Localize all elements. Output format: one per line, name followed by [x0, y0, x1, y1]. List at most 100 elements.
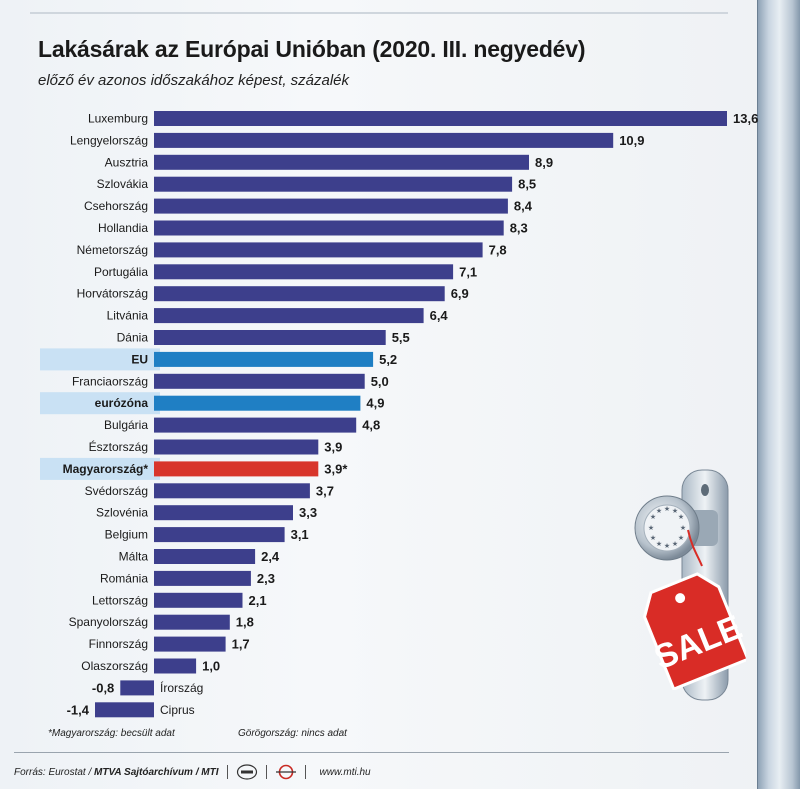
value-label-horvatorszag: 6,9 [451, 286, 469, 301]
value-label-bulgaria: 4,8 [362, 418, 380, 433]
value-label-belgium: 3,1 [291, 527, 309, 542]
category-label-belgium: Belgium [105, 528, 148, 542]
value-label-litvania: 6,4 [430, 308, 449, 323]
footer-separator [227, 765, 228, 779]
bar-csehorszag [154, 199, 508, 214]
bar-row-nemetorszag: Németország 7,8 [77, 242, 507, 257]
bar-row-esztorszag: Észtország 3,9 [89, 439, 343, 455]
mtva-logo-icon [236, 764, 258, 780]
bar-row-romania: Románia 2,3 [100, 571, 275, 586]
category-label-romania: Románia [100, 571, 148, 585]
footer-divider [14, 752, 729, 753]
value-label-csehorszag: 8,4 [514, 199, 533, 214]
value-label-ciprus: -1,4 [67, 702, 90, 717]
bar-irorszag [120, 680, 154, 695]
category-label-franciaorszag: Franciaország [72, 374, 148, 388]
category-label-magyarorszag: Magyarország* [63, 462, 149, 476]
bar-eu [154, 352, 373, 367]
bar-ausztria [154, 155, 529, 170]
bar-row-horvatorszag: Horvátország 6,9 [77, 286, 469, 301]
bar-row-bulgaria: Bulgária 4,8 [104, 418, 380, 433]
bar-olaszorszag [154, 659, 196, 674]
footer: Forrás: Eurostat / MTVA Sajtóarchívum / … [14, 763, 744, 781]
value-label-spanyolorszag: 1,8 [236, 615, 254, 630]
bar-row-portugalia: Portugália 7,1 [94, 264, 477, 279]
bar-row-franciaorszag: Franciaország 5,0 [72, 374, 389, 389]
bar-litvania [154, 308, 424, 323]
bar-row-dania: Dánia 5,5 [117, 330, 410, 345]
category-label-spanyolorszag: Spanyolország [69, 615, 148, 629]
bar-svedorszag [154, 483, 310, 498]
note-greece: Görögország: nincs adat [238, 728, 347, 739]
category-label-dania: Dánia [117, 331, 149, 345]
category-label-horvatorszag: Horvátország [77, 287, 148, 301]
category-label-eurozona: eurózóna [95, 396, 149, 410]
bar-esztorszag [154, 440, 318, 455]
bar-portugalia [154, 264, 453, 279]
value-label-irorszag: -0,8 [92, 680, 114, 695]
footer-source-bold: MTVA Sajtóarchívum / MTI [94, 767, 218, 778]
bar-eurozona [154, 396, 360, 411]
bar-row-spanyolorszag: Spanyolország 1,8 [69, 615, 254, 630]
value-label-lettorszag: 2,1 [249, 593, 267, 608]
bar-lengyelorszag [154, 133, 613, 148]
svg-text:★: ★ [664, 542, 670, 550]
value-label-ausztria: 8,9 [535, 155, 553, 170]
svg-text:★: ★ [656, 507, 662, 515]
category-label-luxemburg: Luxemburg [88, 112, 148, 126]
bar-row-szlovakia: Szlovákia 8,5 [97, 177, 537, 192]
bar-luxemburg [154, 111, 727, 126]
category-label-esztorszag: Észtország [89, 439, 148, 454]
value-label-dania: 5,5 [392, 330, 410, 345]
svg-text:★: ★ [664, 505, 670, 513]
category-label-ciprus: Ciprus [160, 703, 195, 717]
footer-separator [305, 765, 306, 779]
category-label-ausztria: Ausztria [105, 155, 149, 169]
footer-separator [266, 765, 267, 779]
category-label-szlovakia: Szlovákia [97, 177, 149, 191]
bar-row-eu: EU 5,2 [40, 348, 397, 370]
svg-text:★: ★ [650, 534, 656, 542]
bar-franciaorszag [154, 374, 365, 389]
bar-finnorszag [154, 637, 226, 652]
value-label-portugalia: 7,1 [459, 264, 477, 279]
footer-source: Forrás: Eurostat / MTVA Sajtóarchívum / … [14, 767, 219, 778]
value-label-hollandia: 8,3 [510, 221, 528, 236]
value-label-nemetorszag: 7,8 [489, 242, 507, 257]
svg-text:★: ★ [678, 513, 684, 521]
mti-logo-icon [275, 764, 297, 780]
bar-magyarorszag [154, 461, 318, 476]
category-label-nemetorszag: Németország [77, 243, 148, 257]
value-label-olaszorszag: 1,0 [202, 659, 220, 674]
value-label-franciaorszag: 5,0 [371, 374, 389, 389]
value-label-szlovakia: 8,5 [518, 177, 536, 192]
category-label-lettorszag: Lettország [92, 593, 148, 607]
category-label-svedorszag: Svédország [85, 484, 148, 498]
value-label-finnorszag: 1,7 [232, 637, 250, 652]
bar-belgium [154, 527, 285, 542]
footer-source-prefix: Forrás: Eurostat / [14, 767, 91, 778]
bar-horvatorszag [154, 286, 445, 301]
category-label-eu: EU [131, 352, 148, 366]
bar-row-malta: Málta 2,4 [119, 549, 280, 564]
sale-tag-icon: SALE [636, 560, 746, 690]
category-label-olaszorszag: Olaszország [81, 659, 148, 673]
value-label-eurozona: 4,9 [366, 396, 384, 411]
category-label-finnorszag: Finnország [89, 637, 148, 651]
footer-website[interactable]: www.mti.hu [320, 767, 371, 778]
note-hungary: *Magyarország: becsült adat [48, 728, 175, 739]
bar-row-irorszag: Írország -0,8 [92, 680, 203, 696]
bar-row-svedorszag: Svédország 3,7 [85, 483, 334, 498]
bar-bulgaria [154, 418, 356, 433]
category-label-litvania: Litvánia [107, 309, 149, 323]
bar-row-szlovenia: Szlovénia 3,3 [96, 505, 317, 520]
bar-lettorszag [154, 593, 243, 608]
bar-row-luxemburg: Luxemburg 13,6 [88, 111, 758, 126]
bar-row-ciprus: Ciprus -1,4 [67, 702, 195, 717]
category-label-bulgaria: Bulgária [104, 418, 148, 432]
bar-hollandia [154, 221, 504, 236]
svg-text:★: ★ [648, 524, 654, 532]
category-label-hollandia: Hollandia [98, 221, 148, 235]
value-label-luxemburg: 13,6 [733, 111, 758, 126]
bar-malta [154, 549, 255, 564]
